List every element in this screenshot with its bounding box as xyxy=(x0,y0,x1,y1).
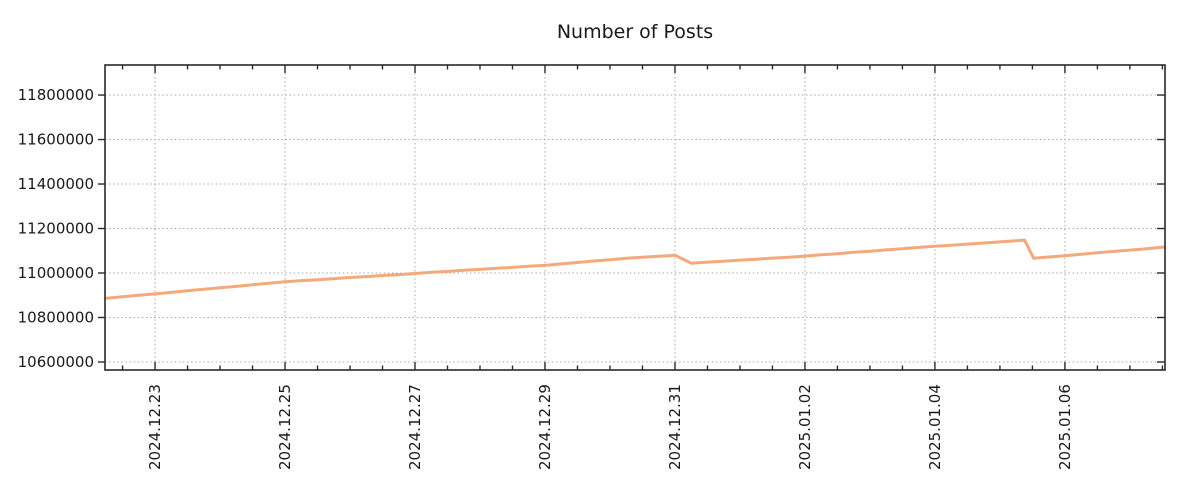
y-tick-label: 11800000 xyxy=(18,86,94,104)
x-tick-label: 2024.12.31 xyxy=(666,384,684,470)
x-tick-label: 2024.12.23 xyxy=(146,384,164,470)
x-tick-label: 2024.12.27 xyxy=(406,384,424,470)
x-tick-label: 2024.12.29 xyxy=(536,384,554,470)
y-tick-label: 11400000 xyxy=(18,175,94,193)
x-tick-label: 2024.12.25 xyxy=(276,384,294,470)
x-tick-label: 2025.01.06 xyxy=(1056,384,1074,470)
x-tick-label: 2025.01.04 xyxy=(926,384,944,470)
chart-title: Number of Posts xyxy=(557,21,713,43)
x-tick-label: 2025.01.02 xyxy=(796,384,814,470)
y-tick-label: 11600000 xyxy=(18,131,94,149)
y-tick-label: 11200000 xyxy=(18,220,94,238)
series-line-number-of-posts xyxy=(104,238,1166,300)
plot-border xyxy=(104,64,1166,371)
y-tick-label: 11000000 xyxy=(18,264,94,282)
y-tick-label: 10800000 xyxy=(18,308,94,326)
y-tick-label: 10600000 xyxy=(18,353,94,371)
